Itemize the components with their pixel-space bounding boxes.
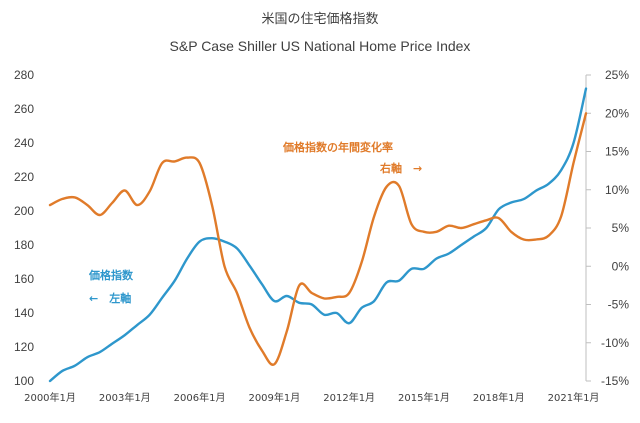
chart-title: 米国の住宅価格指数 xyxy=(261,11,378,27)
left-tick-label: 100 xyxy=(14,374,34,388)
left-axis-ticks: 100 120 140 160 180 200 220 240 260 280 xyxy=(14,68,34,388)
right-tick-label: 25% xyxy=(605,68,629,82)
right-tick-label: -15% xyxy=(601,374,629,388)
left-tick-label: 200 xyxy=(14,204,34,218)
left-tick-label: 220 xyxy=(14,170,34,184)
orange-series-label: 価格指数の年間変化率 xyxy=(282,140,393,154)
right-tick-label: 5% xyxy=(612,221,630,235)
x-tick-label: 2012年1月 xyxy=(323,391,375,404)
left-axis-indicator: ← 左軸 xyxy=(89,291,131,305)
x-tick-label: 2000年1月 xyxy=(24,391,76,404)
x-axis-ticks: 2000年1月 2003年1月 2006年1月 2009年1月 2012年1月 2015年… xyxy=(24,391,599,404)
chart-subtitle: S&P Case Shiller US National Home Price … xyxy=(170,38,471,54)
left-tick-label: 260 xyxy=(14,102,34,116)
x-tick-label: 2003年1月 xyxy=(99,391,151,404)
x-tick-label: 2015年1月 xyxy=(398,391,450,404)
right-tick-label: 10% xyxy=(605,183,629,197)
x-tick-label: 2021年1月 xyxy=(548,391,600,404)
right-tick-label: -10% xyxy=(601,336,629,350)
x-tick-label: 2009年1月 xyxy=(248,391,300,404)
right-axis-ticks: -15% -10% -5% 0% 5% 10% 15% 20% 25% xyxy=(586,68,629,388)
blue-series-label: 価格指数 xyxy=(88,268,134,282)
x-tick-label: 2006年1月 xyxy=(174,391,226,404)
left-tick-label: 160 xyxy=(14,272,34,286)
series-layer xyxy=(48,87,588,383)
left-tick-label: 120 xyxy=(14,340,34,354)
right-tick-label: 0% xyxy=(612,259,630,273)
right-tick-label: 20% xyxy=(605,106,629,120)
x-tick-label: 2018年1月 xyxy=(473,391,525,404)
home-price-index-line xyxy=(48,87,588,383)
left-tick-label: 240 xyxy=(14,136,34,150)
left-tick-label: 280 xyxy=(14,68,34,82)
annual-change-rate-line xyxy=(48,112,588,366)
right-tick-label: -5% xyxy=(608,298,630,312)
left-tick-label: 140 xyxy=(14,306,34,320)
left-tick-label: 180 xyxy=(14,238,34,252)
right-tick-label: 15% xyxy=(605,145,629,159)
right-axis-indicator: 右軸 → xyxy=(379,161,422,175)
